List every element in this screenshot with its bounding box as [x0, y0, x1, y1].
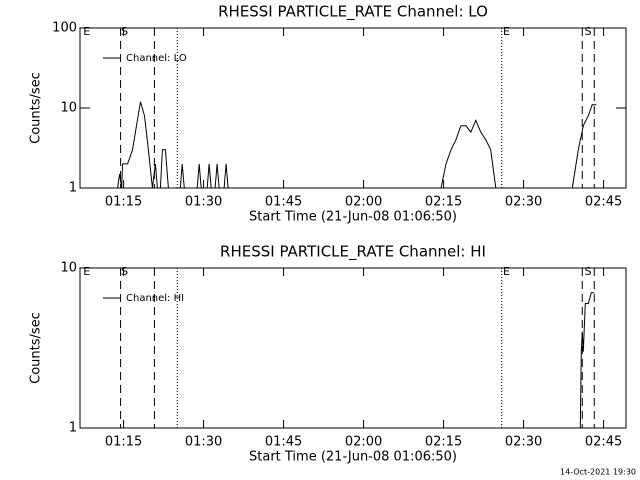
- chart-title: RHESSI PARTICLE_RATE Channel: LO: [218, 3, 488, 22]
- legend-label: Channel: LO: [126, 53, 187, 64]
- x-tick-label: 01:15: [105, 435, 142, 450]
- annotation: E: [503, 25, 510, 38]
- x-tick-label: 02:15: [425, 435, 462, 450]
- legend-label: Channel: HI: [126, 293, 184, 304]
- x-tick-label: 02:45: [585, 195, 622, 210]
- x-tick-label: 02:30: [505, 435, 542, 450]
- x-tick-label: 01:45: [265, 435, 302, 450]
- data-line: [579, 292, 595, 429]
- footer: 14-Oct-2021 19:30: [560, 468, 636, 477]
- x-axis-label: Start Time (21-Jun-08 01:06:50): [249, 210, 457, 225]
- x-tick-label: 01:30: [185, 435, 222, 450]
- y-axis-label: Counts/sec: [29, 312, 44, 384]
- x-axis-label: Start Time (21-Jun-08 01:06:50): [249, 450, 457, 465]
- annotation: S: [585, 25, 592, 38]
- x-tick-label: 01:15: [105, 195, 142, 210]
- annotation: S: [121, 25, 128, 38]
- annotation: E: [83, 25, 90, 38]
- x-tick-label: 02:45: [585, 435, 622, 450]
- data-line: [117, 101, 597, 189]
- y-tick-label: 10: [60, 261, 77, 276]
- y-tick-label: 10: [60, 101, 77, 116]
- y-tick-label: 1: [69, 181, 77, 196]
- plot-frame: [79, 267, 627, 429]
- y-tick-label: 100: [52, 21, 77, 36]
- annotation: S: [585, 265, 592, 278]
- x-tick-label: 02:00: [345, 435, 382, 450]
- y-tick-label: 1: [69, 421, 77, 436]
- x-tick-label: 02:15: [425, 195, 462, 210]
- annotation: E: [503, 265, 510, 278]
- annotation: E: [83, 265, 90, 278]
- x-tick-label: 01:45: [265, 195, 302, 210]
- x-tick-label: 01:30: [185, 195, 222, 210]
- y-axis-label: Counts/sec: [29, 72, 44, 144]
- annotation: S: [121, 265, 128, 278]
- x-tick-label: 02:30: [505, 195, 542, 210]
- x-tick-label: 02:00: [345, 195, 382, 210]
- chart-title: RHESSI PARTICLE_RATE Channel: HI: [220, 243, 486, 262]
